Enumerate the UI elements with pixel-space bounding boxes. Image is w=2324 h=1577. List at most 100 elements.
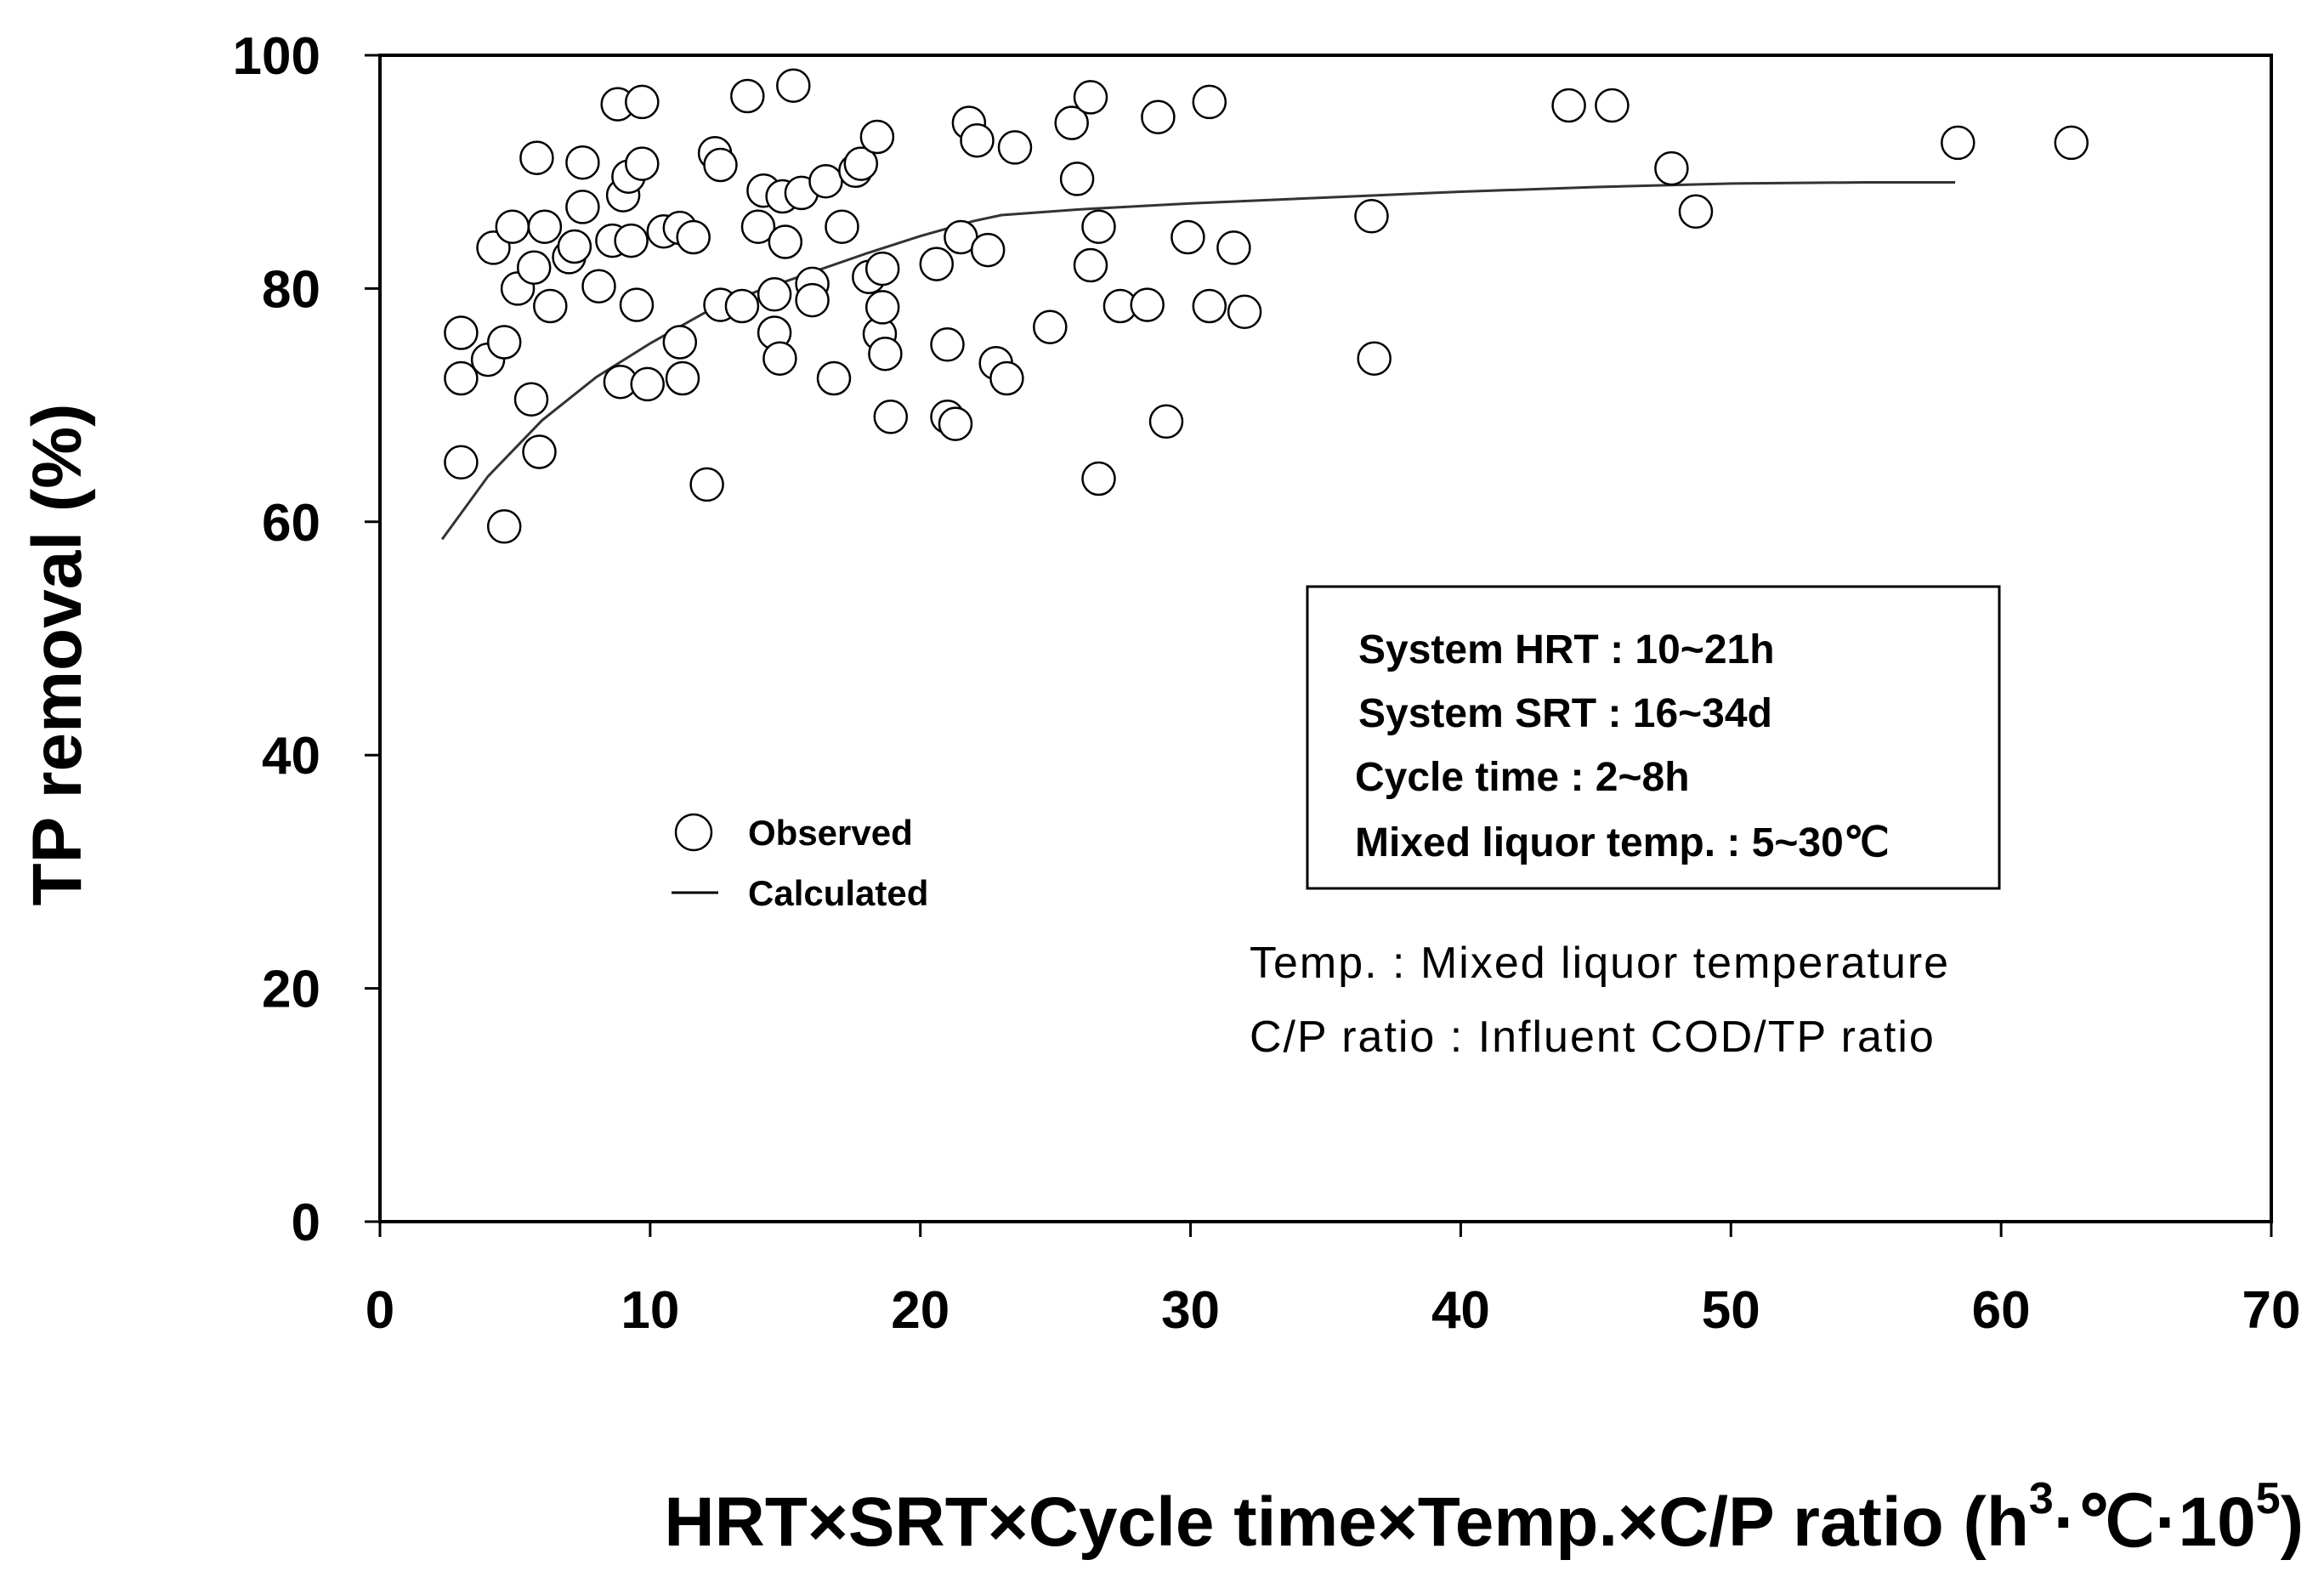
observed-point-19 [581,269,616,303]
observed-point-61 [864,290,900,325]
observed-point-9 [513,382,549,417]
observed-point-91 [1354,199,1389,234]
observed-point-33 [665,360,700,396]
observed-point-77 [1059,162,1095,196]
conditions-srt: System SRT : 16~34d [1358,691,1772,736]
y-axis-ticks: 0 20 40 60 80 100 [233,27,380,1252]
observed-point-64 [919,247,955,281]
observed-point-98 [2054,125,2089,161]
observed-point-74 [997,130,1033,165]
observed-point-6 [486,509,522,544]
observed-point-18 [565,190,600,224]
observed-point-53 [816,360,852,396]
observed-point-67 [938,406,973,441]
x-axis-title-exp1: 3 [2029,1474,2054,1523]
observed-point-28 [625,146,660,181]
observed-point-93 [1551,88,1586,123]
observed-point-83 [1130,287,1165,322]
x-tick-label-50: 50 [1702,1281,1760,1340]
observed-point-29 [630,366,665,402]
observed-point-51 [795,282,830,318]
observed-point-26 [619,287,655,322]
x-tick-label-20: 20 [891,1281,949,1340]
y-tick-label-60: 60 [262,494,320,553]
observed-point-87 [1192,84,1227,120]
observed-point-7 [495,209,530,244]
x-tick-label-70: 70 [2242,1281,2301,1340]
x-tick-label-0: 0 [366,1281,394,1340]
observed-point-78 [1073,80,1108,115]
observed-point-89 [1216,230,1251,265]
observed-point-12 [522,434,557,469]
x-axis-title-exp2: 5 [2256,1474,2281,1523]
observed-point-45 [762,341,797,376]
observed-point-34 [676,219,711,255]
conditions-box-frame [1306,585,2001,890]
observed-point-40 [730,78,765,114]
x-axis-title-main: HRT×SRT×Cycle time×Temp.×C/P ratio (h [664,1483,2029,1561]
observed-point-86 [1171,219,1205,255]
observed-point-10 [516,250,552,285]
observed-point-1 [444,360,479,396]
x-axis-title: HRT×SRT×Cycle time×Temp.×C/P ratio (h3·℃… [664,1474,2304,1561]
observed-point-32 [662,325,698,360]
observed-point-97 [1941,125,1975,161]
x-tick-label-30: 30 [1161,1281,1220,1340]
observed-point-90 [1227,294,1262,330]
observed-point-41 [740,209,776,244]
note-cp-ratio: C/P ratio : Influent COD/TP ratio [1250,1013,1936,1062]
observed-point-62 [868,336,903,372]
y-tick-label-40: 40 [262,727,320,786]
observed-point-80 [1081,209,1116,244]
observed-point-58 [859,119,895,155]
y-axis-title: TP removal (%) [19,404,96,906]
observed-point-96 [1678,194,1714,230]
observed-point-60 [864,251,900,286]
observed-point-73 [989,360,1024,396]
observed-point-75 [1033,309,1068,344]
y-tick-label-80: 80 [262,260,320,319]
observed-point-0 [444,315,479,350]
observed-point-25 [614,223,649,258]
legend: Observed Calculated [672,813,928,913]
observed-point-85 [1148,404,1184,440]
legend-observed-marker [674,813,713,852]
observed-point-14 [533,288,568,324]
observed-point-13 [527,209,563,244]
observed-point-37 [703,147,738,183]
note-temp: Temp. : Mixed liquor temperature [1250,939,1950,988]
x-tick-label-40: 40 [1431,1281,1490,1340]
x-axis-ticks: 0 10 20 30 40 50 60 70 [366,1222,2301,1340]
observed-point-81 [1081,461,1116,496]
x-tick-label-10: 10 [621,1281,679,1340]
observed-point-2 [444,445,479,480]
legend-calculated-label: Calculated [748,873,928,913]
conditions-box: System HRT : 10~21h System SRT : 16~34d … [1306,585,2001,890]
observed-point-27 [625,84,660,120]
observed-point-79 [1073,247,1108,283]
observed-point-47 [768,224,803,259]
observed-point-43 [757,277,792,312]
y-tick-label-0: 0 [292,1194,320,1252]
observed-point-76 [1054,105,1089,140]
observed-point-94 [1595,88,1630,123]
observed-point-56 [843,146,879,181]
legend-observed-label: Observed [748,813,913,853]
observed-point-65 [930,327,965,362]
conditions-hrt: System HRT : 10~21h [1358,627,1775,672]
observed-point-39 [724,288,760,324]
plot-frame [378,54,2273,1223]
observed-point-35 [689,467,724,502]
observed-point-71 [970,232,1006,268]
y-tick-label-20: 20 [262,961,320,1019]
conditions-cycle: Cycle time : 2~8h [1355,755,1690,800]
observed-point-5 [486,325,522,360]
observed-point-63 [873,400,909,434]
x-axis-title-close: ) [2281,1483,2304,1561]
observed-series [444,68,2089,544]
observed-point-17 [565,145,600,180]
conditions-temp: Mixed liquor temp. : 5~30℃ [1355,820,1890,865]
observed-point-88 [1192,288,1227,324]
observed-point-11 [519,140,554,175]
